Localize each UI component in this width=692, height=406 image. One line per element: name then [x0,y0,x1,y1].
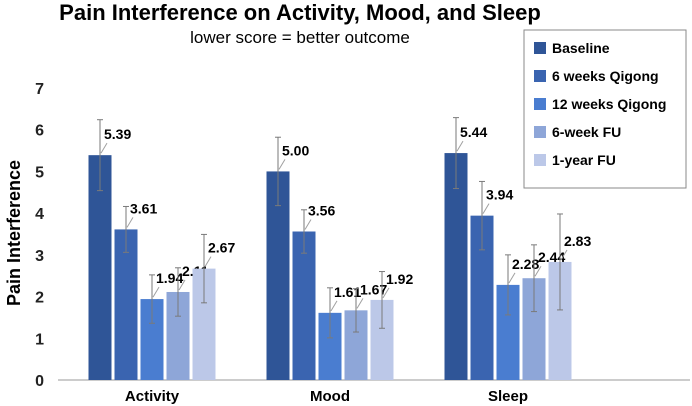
data-label-leader [356,298,364,309]
legend-box [523,29,687,189]
chart-subtitle: lower score = better outcome [190,28,410,47]
data-label-leader [534,265,542,277]
data-label: 3.61 [130,200,157,216]
data-label-leader [278,159,286,170]
data-label: 2.83 [564,233,591,249]
x-category-label: Sleep [488,388,528,405]
data-label-leader [482,203,490,214]
y-tick-label: 1 [35,331,44,348]
bar [166,291,190,380]
bar [192,268,216,380]
data-label: 1.61 [334,284,361,300]
bar [88,155,112,380]
data-label-leader [178,279,186,291]
data-label-leader [100,142,108,154]
bar [444,153,468,380]
data-label: 2.67 [208,240,235,256]
chart-title: Pain Interference on Activity, Mood, and… [59,0,541,25]
bar [266,171,290,380]
data-label-leader [508,272,516,284]
plot-area: 01234567ActivityMoodSleep5.393.611.942.1… [35,81,690,405]
bar [318,312,342,380]
y-tick-label: 6 [35,123,44,140]
data-label-leader [560,249,568,261]
legend-label: 12 weeks Qigong [552,96,666,112]
x-category-label: Mood [310,388,350,405]
legend-label: 1-year FU [552,152,616,168]
data-label: 2.44 [538,249,565,265]
data-label: 2.28 [512,256,539,272]
bar [522,278,546,380]
data-label: 3.94 [486,187,513,203]
legend-swatch [534,70,546,82]
data-label: 1.67 [360,281,387,297]
bar [496,284,520,380]
data-label-leader [204,256,212,267]
data-label: 5.00 [282,142,309,158]
data-label: 5.39 [104,126,131,142]
bar [292,231,316,380]
bar [548,261,572,380]
data-label-leader [330,300,338,312]
y-tick-label: 7 [35,81,44,98]
legend-swatch [534,98,546,110]
data-label: 5.44 [460,124,487,140]
bar [140,299,164,380]
legend-label: 6 weeks Qigong [552,68,659,84]
y-tick-label: 4 [35,206,44,223]
y-tick-label: 5 [35,164,44,181]
data-label: 1.94 [156,270,183,286]
legend: Baseline 6 weeks Qigong 12 weeks Qigong 6-w… [523,29,687,189]
legend-label: 6-week FU [552,124,621,140]
data-label: 1.92 [386,271,413,287]
bar [470,215,494,380]
bar [114,229,138,380]
legend-swatch [534,126,546,138]
data-label: 3.56 [308,202,335,218]
x-category-label: Activity [125,388,180,405]
y-tick-label: 3 [35,248,44,265]
legend-label: Baseline [552,40,610,56]
data-label-leader [456,140,464,152]
legend-swatch [534,42,546,54]
data-label-leader [382,287,390,299]
bar [344,310,368,380]
y-axis-label: Pain Interference [4,160,24,306]
legend-swatch [534,154,546,166]
bar [370,299,394,380]
data-label-leader [304,219,312,230]
data-label-leader [126,217,134,228]
y-tick-label: 0 [35,373,44,390]
data-label-leader [152,286,160,298]
y-tick-label: 2 [35,290,44,307]
